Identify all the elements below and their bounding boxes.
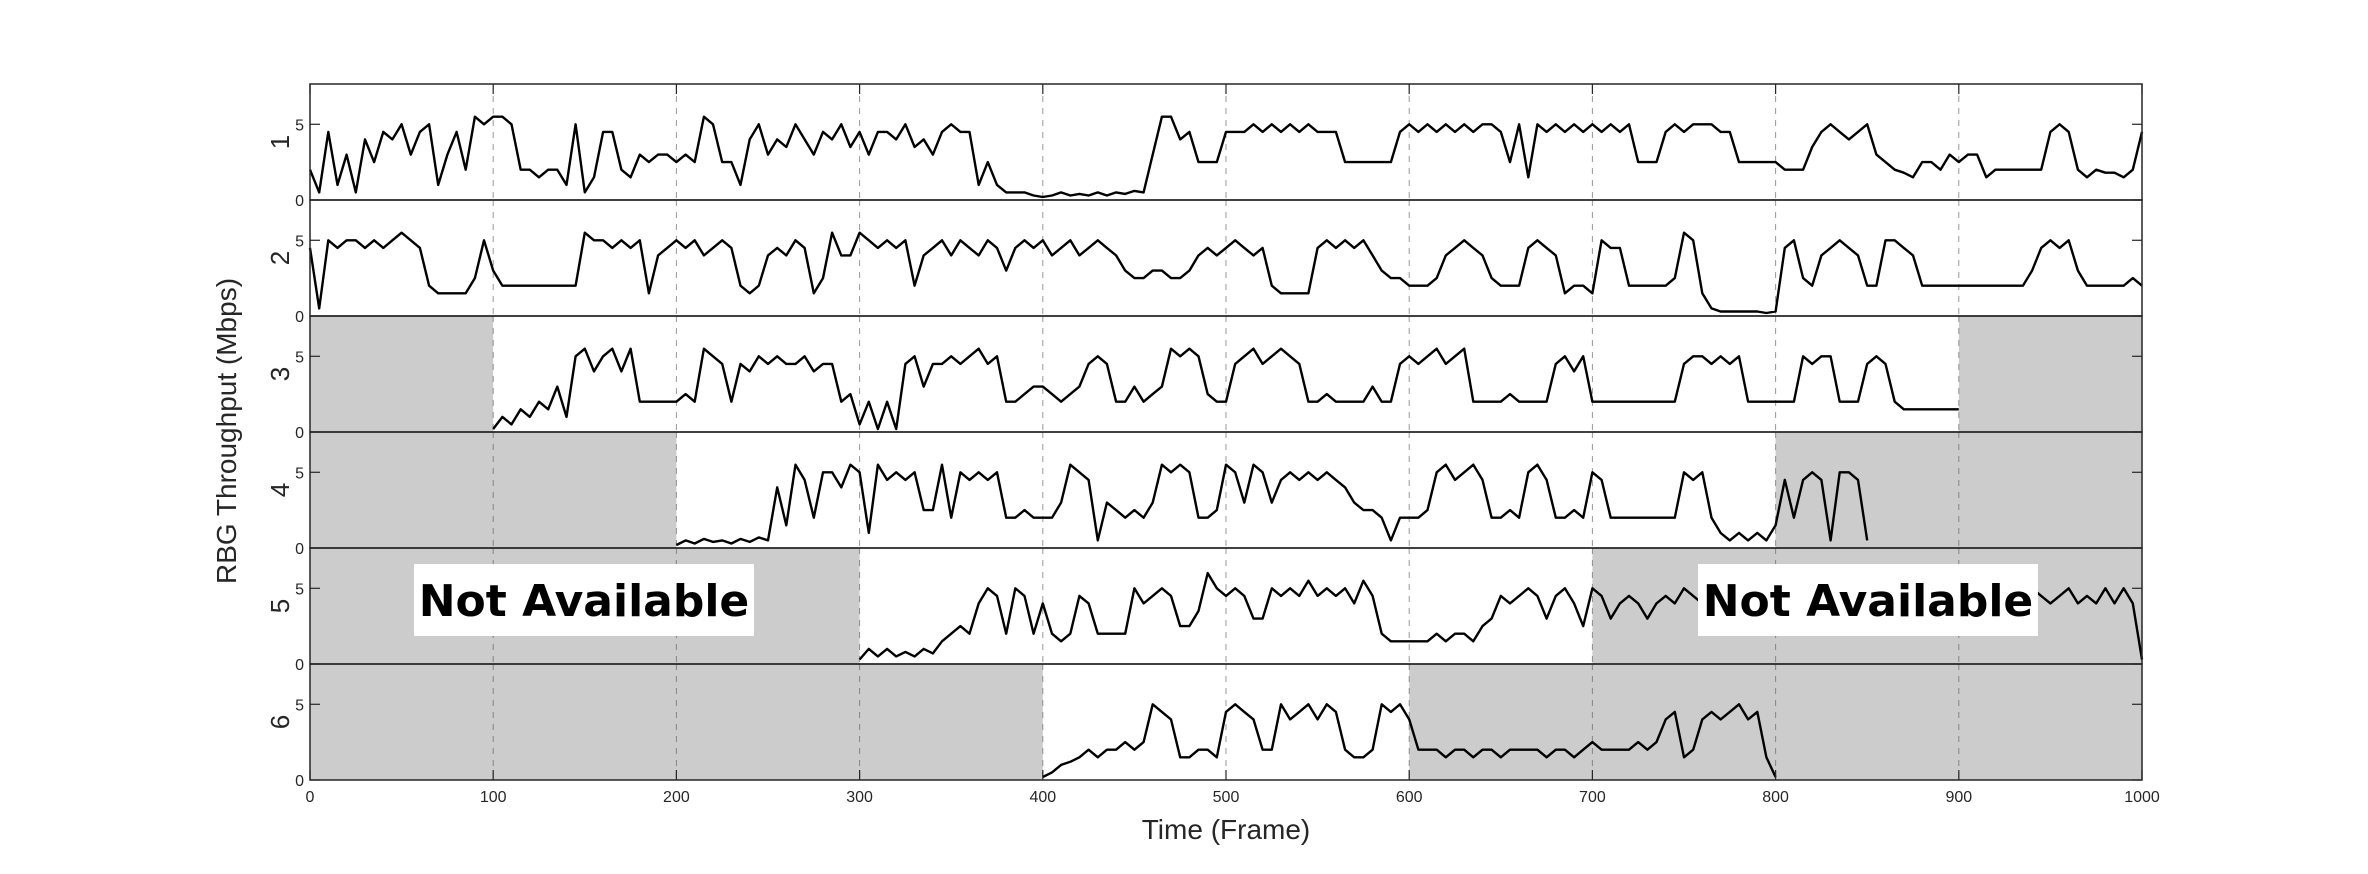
not-available-box-right: Not Available <box>1698 564 2038 636</box>
series-line-2 <box>308 231 2143 315</box>
x-tick-label-200: 200 <box>663 789 690 806</box>
x-axis-title: Time (Frame) <box>1142 814 1311 845</box>
x-tick-label-600: 600 <box>1396 789 1423 806</box>
y-tick-label-2-0: 0 <box>295 309 304 326</box>
x-tick-label-300: 300 <box>846 789 873 806</box>
x-tick-label-100: 100 <box>480 789 507 806</box>
series-line-3 <box>492 347 1959 431</box>
y-tick-label-6-0: 0 <box>295 773 304 790</box>
y-tick-label-5-0: 0 <box>295 657 304 674</box>
y-tick-label-3-5: 5 <box>295 349 304 366</box>
axes-layer <box>309 83 2143 781</box>
not-available-label-right: Not Available <box>1703 576 2034 627</box>
x-tick-label-1000: 1000 <box>2124 789 2160 806</box>
panel-label-5: 5 <box>265 599 295 613</box>
series-line-4 <box>675 463 1869 547</box>
y-tick-label-1-0: 0 <box>295 193 304 210</box>
panel-label-4: 4 <box>265 483 295 497</box>
not-available-label-left: Not Available <box>419 576 750 627</box>
y-tick-label-4-5: 5 <box>295 465 304 482</box>
y-tick-label-5-5: 5 <box>295 581 304 598</box>
grid-layer <box>492 84 1960 780</box>
panel-label-1: 1 <box>265 135 295 149</box>
x-tick-label-800: 800 <box>1762 789 1789 806</box>
panel-label-2: 2 <box>265 251 295 265</box>
panel-label-6: 6 <box>265 715 295 729</box>
unavailable-region-3-1 <box>1958 316 2142 432</box>
x-tick-label-900: 900 <box>1945 789 1972 806</box>
unavailable-region-3-0 <box>310 316 494 432</box>
panel-label-3: 3 <box>265 367 295 381</box>
series-line-6 <box>1042 703 1777 779</box>
x-tick-label-700: 700 <box>1579 789 1606 806</box>
y-tick-label-2-5: 5 <box>295 233 304 250</box>
y-tick-label-3-0: 0 <box>295 425 304 442</box>
y-tick-label-1-5: 5 <box>295 117 304 134</box>
not-available-box-left: Not Available <box>414 564 754 636</box>
series-line-1 <box>308 115 2144 199</box>
x-tick-label-0: 0 <box>306 789 315 806</box>
y-axis-title: RBG Throughput (Mbps) <box>211 278 242 584</box>
y-tick-label-4-0: 0 <box>295 541 304 558</box>
y-tick-label-6-5: 5 <box>295 697 304 714</box>
x-tick-label-400: 400 <box>1029 789 1056 806</box>
x-tick-label-500: 500 <box>1213 789 1240 806</box>
